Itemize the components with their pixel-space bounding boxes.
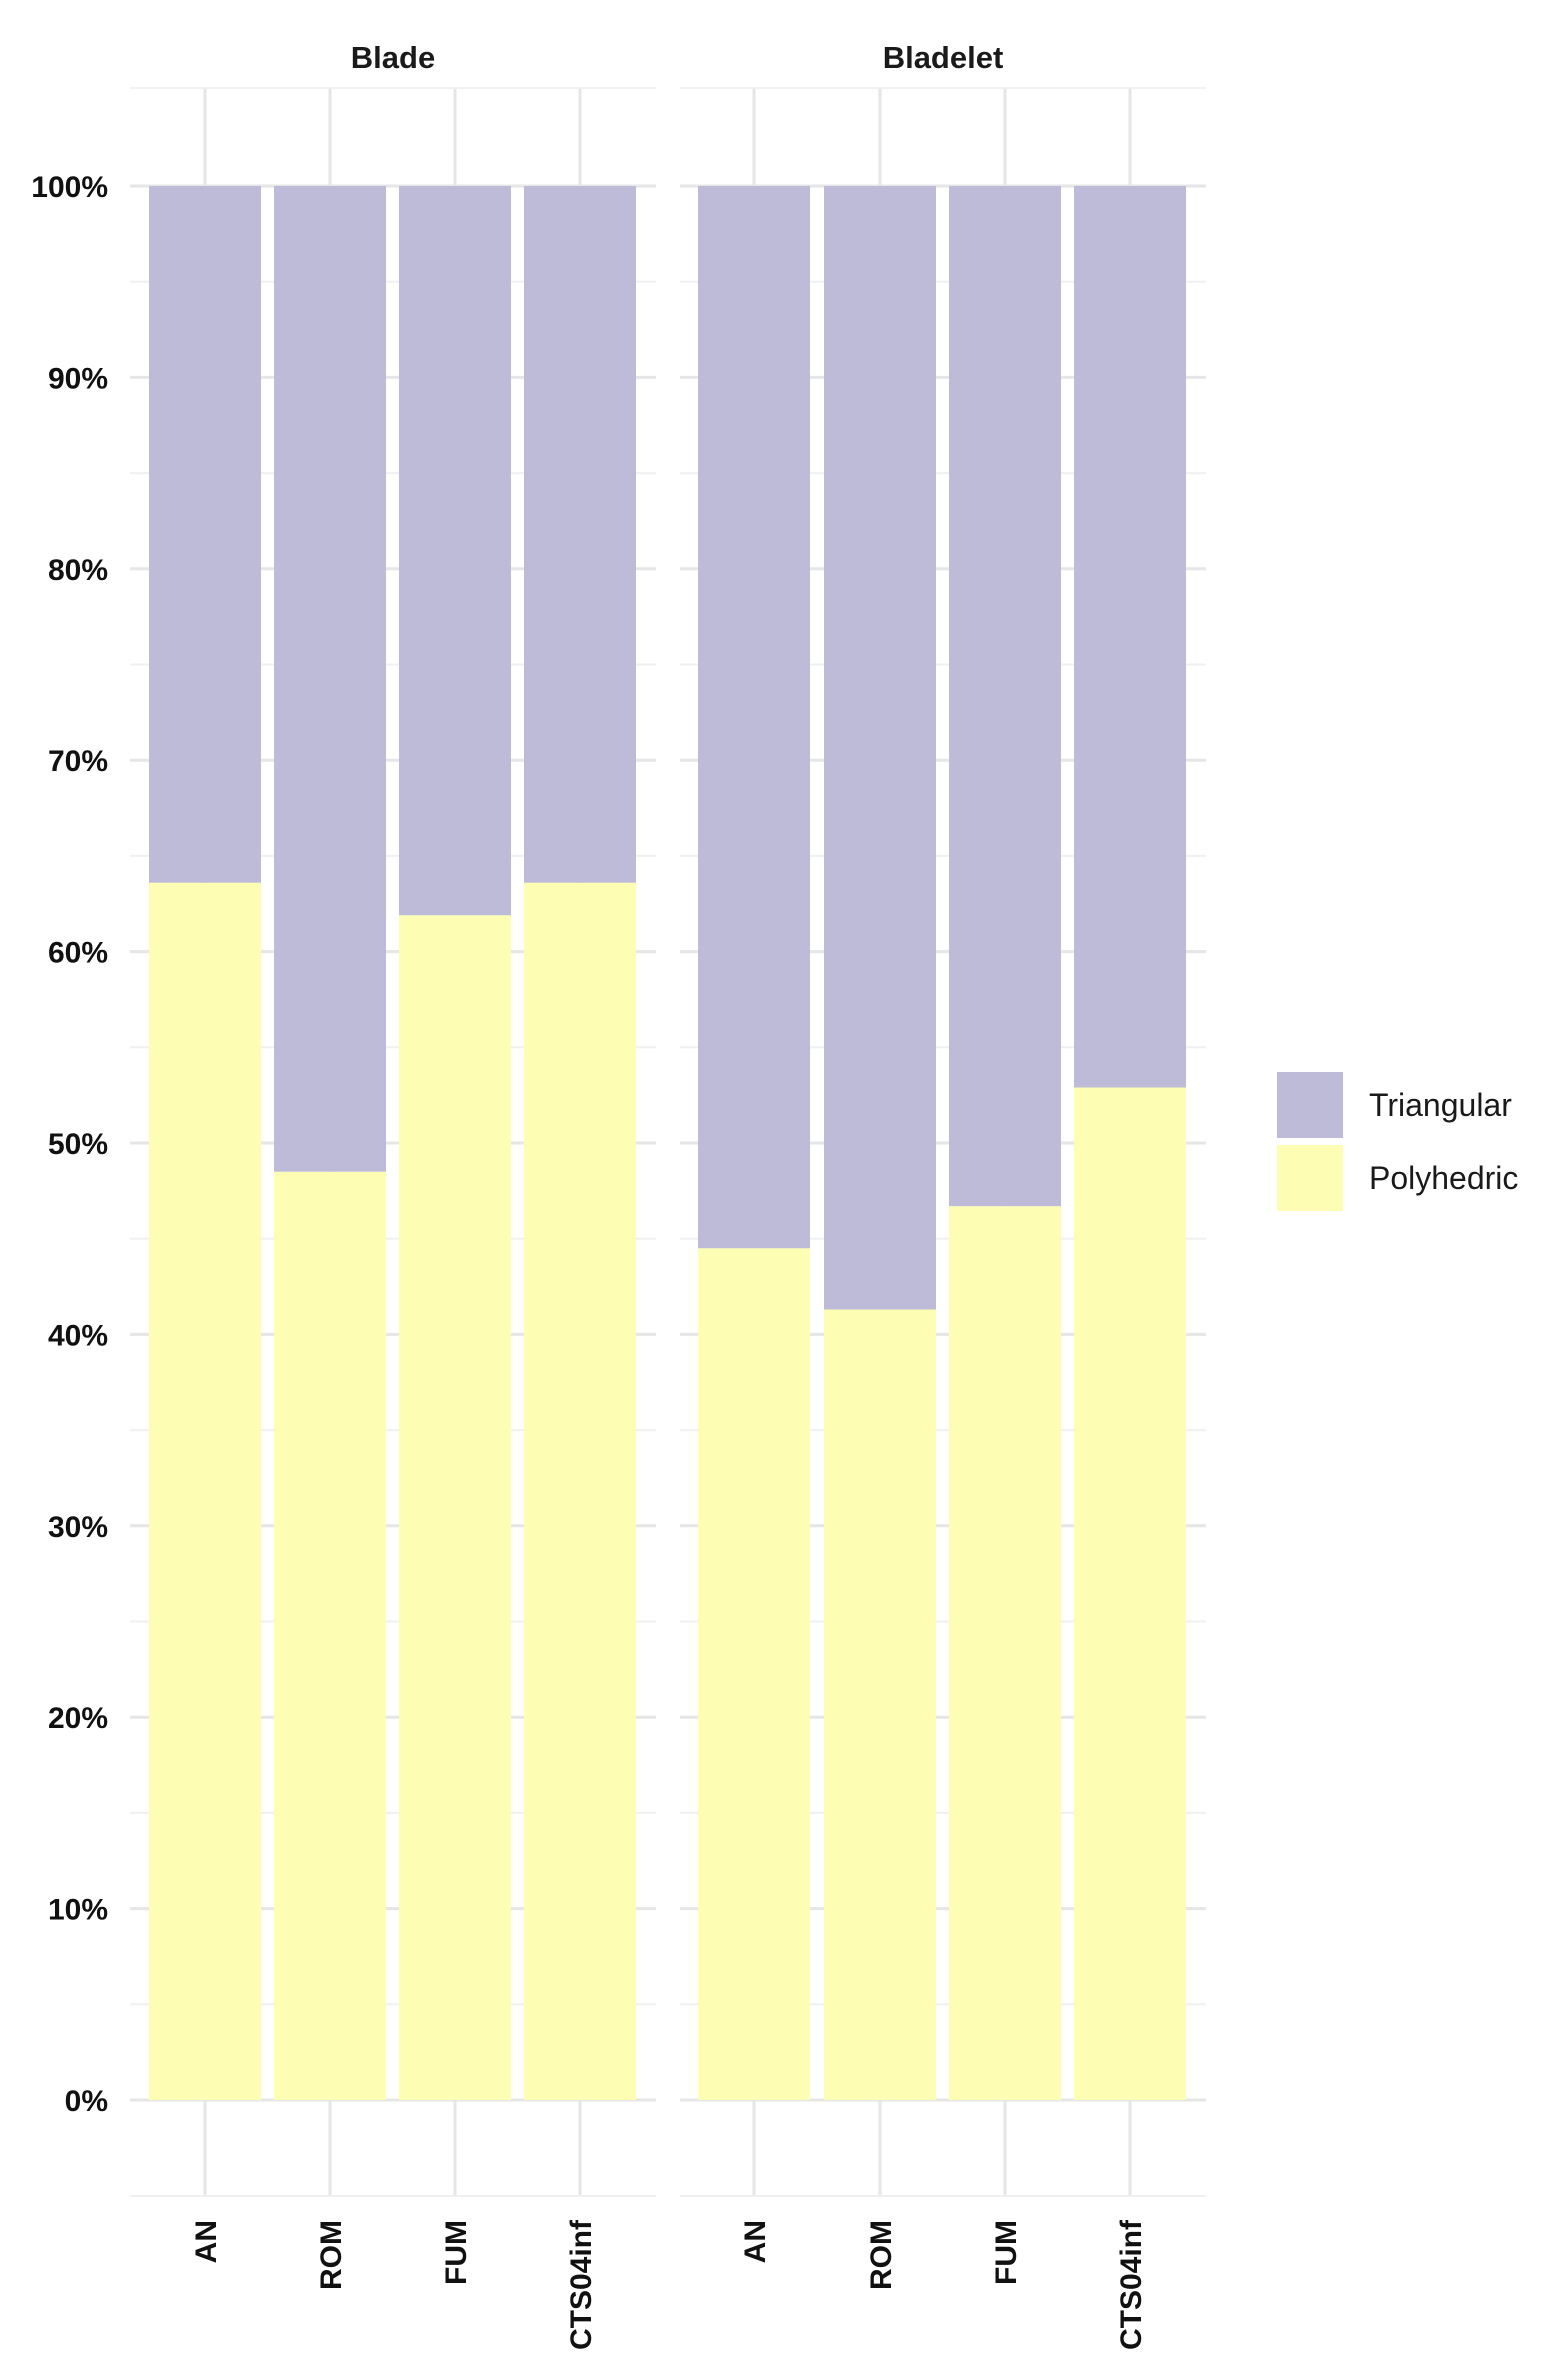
legend-label-polyhedric: Polyhedric (1369, 1160, 1518, 1196)
legend-label-triangular: Triangular (1369, 1087, 1512, 1123)
bar-bladelet-cts04inf-polyhedric (1074, 1087, 1186, 2100)
x-tick-label-blade-rom: ROM (315, 2220, 348, 2290)
bar-bladelet-rom-triangular (824, 186, 936, 1310)
y-tick-label: 90% (48, 362, 108, 395)
legend-key-polyhedric (1277, 1145, 1343, 1211)
bar-blade-rom-polyhedric (274, 1171, 386, 2100)
y-tick-label: 80% (48, 554, 108, 587)
x-tick-label-blade-an: AN (190, 2220, 223, 2263)
bar-bladelet-an-polyhedric (698, 1248, 810, 2100)
legend-key-triangular (1277, 1072, 1343, 1138)
y-tick-label: 0% (65, 2085, 108, 2118)
bar-blade-an-triangular (149, 186, 261, 883)
x-tick-label-bladelet-cts04inf: CTS04inf (1115, 2219, 1148, 2350)
y-tick-label: 40% (48, 1319, 108, 1352)
bar-blade-fum-triangular (399, 186, 511, 916)
bar-blade-rom-triangular (274, 186, 386, 1172)
bar-blade-cts04inf-polyhedric (524, 882, 636, 2100)
x-tick-label-blade-cts04inf: CTS04inf (565, 2219, 598, 2350)
y-tick-label: 10% (48, 1894, 108, 1927)
bar-bladelet-fum-polyhedric (949, 1206, 1061, 2100)
bar-blade-an-polyhedric (149, 882, 261, 2100)
y-tick-label: 100% (31, 171, 108, 204)
x-tick-label-bladelet-an: AN (739, 2220, 772, 2263)
bar-bladelet-cts04inf-triangular (1074, 186, 1186, 1088)
facet-label-bladelet: Bladelet (883, 40, 1004, 75)
bar-bladelet-rom-polyhedric (824, 1309, 936, 2100)
y-tick-label: 60% (48, 937, 108, 970)
x-tick-label-bladelet-fum: FUM (990, 2220, 1023, 2285)
y-tick-label: 20% (48, 1702, 108, 1735)
x-tick-label-bladelet-rom: ROM (865, 2220, 898, 2290)
y-tick-label: 70% (48, 745, 108, 778)
bar-bladelet-an-triangular (698, 186, 810, 1249)
bar-blade-fum-polyhedric (399, 915, 511, 2100)
bar-bladelet-fum-triangular (949, 186, 1061, 1207)
y-tick-label: 50% (48, 1128, 108, 1161)
bar-blade-cts04inf-triangular (524, 186, 636, 883)
facet-label-blade: Blade (351, 40, 435, 75)
y-tick-label: 30% (48, 1511, 108, 1544)
x-tick-label-blade-fum: FUM (440, 2220, 473, 2285)
